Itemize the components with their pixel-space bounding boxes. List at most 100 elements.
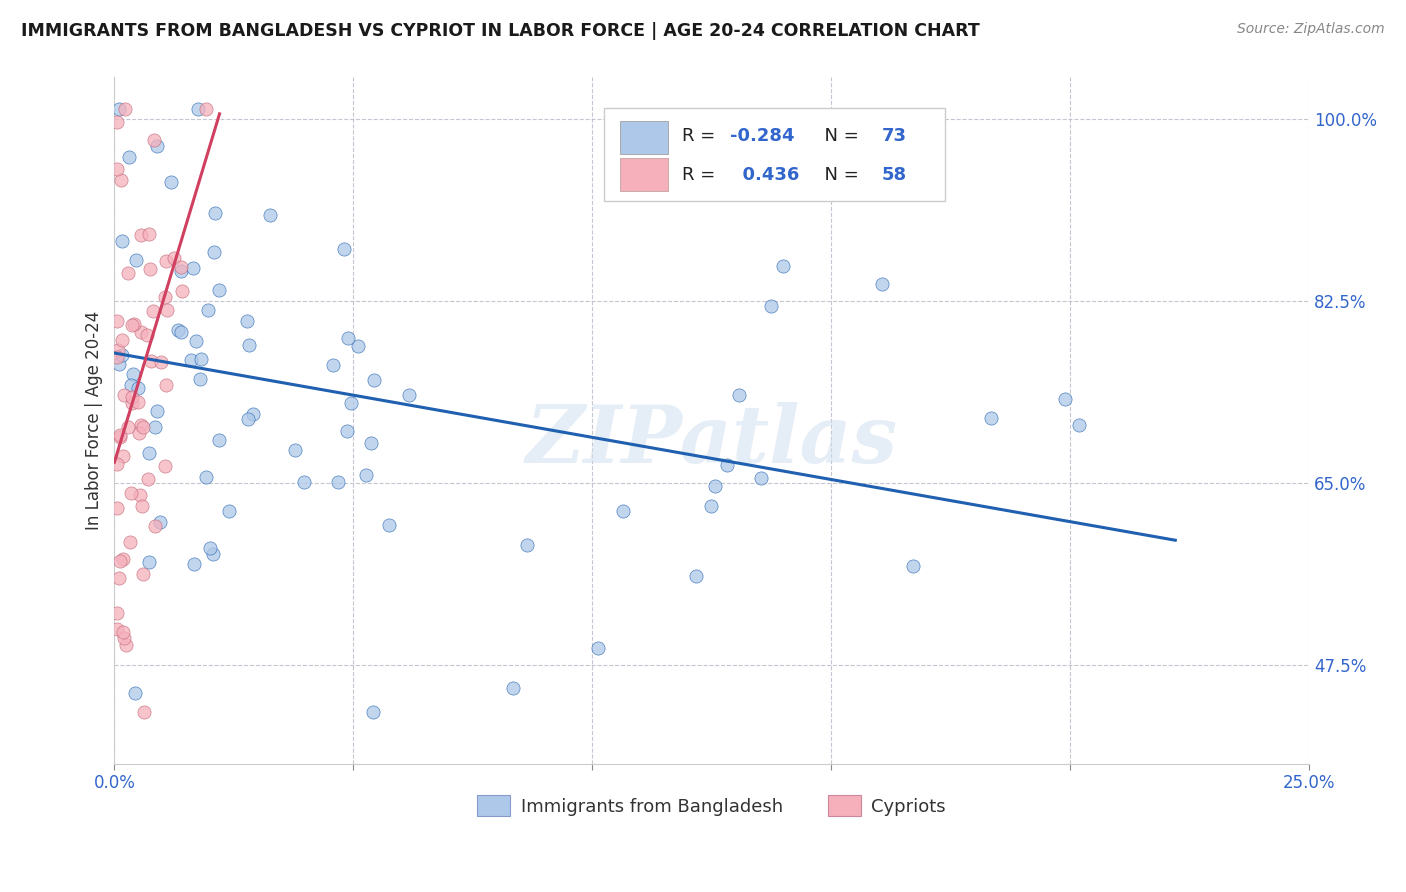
Point bbox=[235, 314, 257, 328]
Point bbox=[105, 457, 128, 471]
Point bbox=[120, 486, 142, 500]
Point bbox=[141, 353, 163, 368]
Point bbox=[242, 407, 264, 421]
Point bbox=[105, 314, 128, 328]
Point bbox=[129, 488, 152, 502]
Point bbox=[111, 234, 134, 248]
Point bbox=[170, 264, 193, 278]
Point bbox=[163, 252, 186, 266]
Point bbox=[142, 132, 165, 146]
Point bbox=[111, 333, 134, 347]
Point bbox=[363, 373, 385, 387]
Point bbox=[107, 343, 129, 357]
Point bbox=[110, 348, 132, 362]
Point bbox=[138, 446, 160, 460]
Point bbox=[167, 323, 190, 337]
Point bbox=[184, 334, 207, 349]
Point bbox=[112, 388, 135, 402]
Point bbox=[284, 442, 307, 457]
Point bbox=[901, 558, 924, 573]
Point bbox=[259, 208, 281, 222]
Point bbox=[159, 175, 181, 189]
Text: N =: N = bbox=[813, 166, 865, 184]
Point bbox=[703, 479, 725, 493]
Point bbox=[612, 504, 634, 518]
Point bbox=[132, 420, 155, 434]
Point bbox=[136, 472, 159, 486]
Point bbox=[128, 425, 150, 440]
Point bbox=[208, 283, 231, 297]
Point bbox=[127, 380, 149, 394]
Point bbox=[202, 547, 225, 561]
Point bbox=[120, 534, 142, 549]
Point bbox=[115, 638, 138, 652]
Point bbox=[1053, 392, 1076, 406]
Point bbox=[146, 139, 169, 153]
Point bbox=[131, 499, 153, 513]
Point bbox=[150, 355, 173, 369]
Point bbox=[1069, 418, 1091, 433]
Point bbox=[749, 471, 772, 485]
Point bbox=[716, 458, 738, 472]
Point bbox=[183, 558, 205, 572]
Point bbox=[361, 705, 384, 719]
Point bbox=[105, 500, 128, 515]
Point bbox=[336, 424, 359, 438]
Point bbox=[398, 388, 420, 402]
Point bbox=[586, 640, 609, 655]
Legend: Immigrants from Bangladesh, Cypriots: Immigrants from Bangladesh, Cypriots bbox=[470, 789, 953, 823]
Text: Source: ZipAtlas.com: Source: ZipAtlas.com bbox=[1237, 22, 1385, 37]
Point bbox=[125, 252, 148, 267]
Point bbox=[107, 161, 129, 176]
Point bbox=[155, 253, 177, 268]
Point bbox=[198, 541, 221, 555]
Point bbox=[870, 277, 893, 291]
Point bbox=[333, 242, 356, 256]
Text: R =: R = bbox=[682, 128, 721, 145]
Point bbox=[170, 284, 193, 298]
Point bbox=[112, 625, 135, 640]
Point bbox=[149, 515, 172, 529]
Point bbox=[197, 303, 219, 318]
Point bbox=[194, 470, 217, 484]
Point bbox=[980, 410, 1002, 425]
Point bbox=[111, 551, 134, 566]
Text: -0.284: -0.284 bbox=[730, 128, 794, 145]
Point bbox=[292, 475, 315, 489]
Point bbox=[378, 518, 401, 533]
Point bbox=[121, 367, 143, 381]
Point bbox=[114, 102, 136, 116]
Point bbox=[118, 150, 141, 164]
Point bbox=[131, 326, 153, 340]
Point bbox=[354, 467, 377, 482]
Point bbox=[105, 606, 128, 620]
Text: R =: R = bbox=[682, 166, 721, 184]
Point bbox=[153, 289, 176, 303]
Point bbox=[138, 261, 160, 276]
Point bbox=[121, 318, 143, 333]
Point bbox=[218, 504, 240, 518]
Point bbox=[169, 325, 191, 339]
Point bbox=[236, 412, 259, 426]
Point bbox=[117, 419, 139, 434]
Point bbox=[129, 417, 152, 432]
FancyBboxPatch shape bbox=[620, 121, 668, 154]
Point bbox=[516, 538, 538, 552]
Point bbox=[110, 173, 132, 187]
Point bbox=[124, 686, 146, 700]
Point bbox=[108, 554, 131, 568]
Point bbox=[132, 566, 155, 581]
Point bbox=[122, 318, 145, 332]
Text: 0.436: 0.436 bbox=[730, 166, 799, 184]
Point bbox=[337, 331, 360, 345]
Text: 73: 73 bbox=[882, 128, 907, 145]
Text: N =: N = bbox=[813, 128, 865, 145]
Point bbox=[108, 102, 131, 116]
Text: ZIPatlas: ZIPatlas bbox=[526, 402, 898, 480]
Point bbox=[238, 338, 260, 352]
Point bbox=[121, 396, 143, 410]
Point bbox=[117, 266, 139, 280]
Point bbox=[155, 378, 177, 392]
Point bbox=[120, 378, 142, 392]
Point bbox=[112, 449, 135, 463]
